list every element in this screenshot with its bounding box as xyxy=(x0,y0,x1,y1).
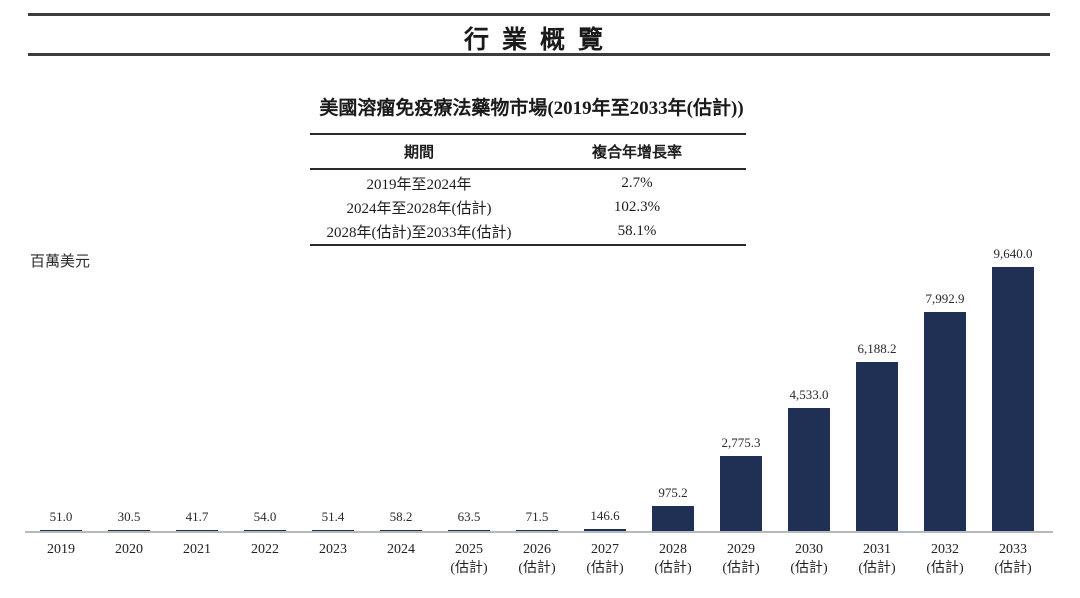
bar-2031 xyxy=(856,362,898,533)
table-row: 2028年(估計)至2033年(估計) 58.1% xyxy=(310,219,746,243)
cagr-table-header-cagr: 複合年增長率 xyxy=(591,145,682,161)
x-axis-label-2030: 2030 (估計) xyxy=(790,542,828,576)
bar-2029 xyxy=(720,456,762,533)
y-axis-unit-label: 百萬美元 xyxy=(30,254,91,270)
bar-2032 xyxy=(924,312,966,533)
x-axis-label-2024: 2024 xyxy=(387,542,415,557)
bar-value-label: 975.2 xyxy=(658,485,688,500)
cagr-table-body: 2019年至2024年 2.7% 2024年至2028年(估計) 102.3% … xyxy=(310,170,746,244)
bar-value-label: 54.0 xyxy=(253,509,277,524)
cagr-table: 期間 複合年增長率 2019年至2024年 2.7% 2024年至2028年(估… xyxy=(310,133,746,246)
bar-value-label: 6,188.2 xyxy=(857,341,897,356)
bar-value-label: 71.5 xyxy=(525,509,549,524)
x-axis-labels: 2019 2020 2021 2022 2023 2024 2025 (估計) 2026 (估計)… xyxy=(27,540,1047,585)
table-row: 2024年至2028年(估計) 102.3% xyxy=(310,195,746,219)
x-axis-label-2028: 2028 (估計) xyxy=(654,542,692,576)
x-axis-label-2019: 2019 xyxy=(47,542,75,557)
bar-value-label: 4,533.0 xyxy=(789,387,829,402)
bar-value-label: 30.5 xyxy=(117,509,141,524)
x-axis-label-2027: 2027 (估計) xyxy=(586,542,624,576)
table-row: 2019年至2024年 2.7% xyxy=(310,171,746,195)
x-axis-label-2020: 2020 xyxy=(115,542,143,557)
chart-title: 美國溶瘤免疫療法藥物市場(2019年至2033年(估計)) xyxy=(319,98,744,119)
cagr-table-header: 期間 複合年增長率 xyxy=(310,135,746,170)
x-axis-line xyxy=(25,531,1053,533)
bar-value-label: 58.2 xyxy=(389,509,413,524)
bar-value-label: 63.5 xyxy=(457,509,481,524)
x-axis-label-2029: 2029 (估計) xyxy=(722,542,760,576)
cagr-table-header-period: 期間 xyxy=(403,145,434,161)
banner-rule-top xyxy=(28,13,1050,16)
bar-value-label: 7,992.9 xyxy=(925,291,965,306)
bar-value-label: 9,640.0 xyxy=(993,246,1033,261)
banner-rule-bottom xyxy=(28,53,1050,56)
bar-2030 xyxy=(788,408,830,533)
x-axis-label-2025: 2025 (估計) xyxy=(450,542,488,576)
x-axis-label-2033: 2033 (估計) xyxy=(994,542,1032,576)
x-axis-label-2031: 2031 (估計) xyxy=(858,542,896,576)
bar-2028 xyxy=(652,506,694,533)
bar-2033 xyxy=(992,267,1034,533)
period-cell: 2028年(估計)至2033年(估計) xyxy=(326,224,512,241)
x-axis-label-2022: 2022 xyxy=(251,542,279,557)
bar-value-label: 51.4 xyxy=(321,509,345,524)
x-axis-label-2021: 2021 xyxy=(183,542,211,557)
cagr-cell: 58.1% xyxy=(617,222,657,239)
plot-area: 51.0 30.5 41.7 54.0 51.4 58.2 63.5 71.5 146.6 975… xyxy=(27,246,1047,533)
x-axis-label-2023: 2023 xyxy=(319,542,347,557)
x-axis-label-2026: 2026 (估計) xyxy=(518,542,556,576)
cagr-cell: 2.7% xyxy=(621,174,653,191)
period-cell: 2019年至2024年 xyxy=(366,176,472,193)
bar-value-label: 51.0 xyxy=(49,509,73,524)
bar-value-label: 41.7 xyxy=(185,509,209,524)
bar-value-label: 146.6 xyxy=(590,508,620,523)
bar-value-label: 2,775.3 xyxy=(721,435,761,450)
period-cell: 2024年至2028年(估計) xyxy=(346,200,492,217)
section-title: 行業概覽 xyxy=(463,27,616,54)
cagr-cell: 102.3% xyxy=(613,198,661,215)
x-axis-label-2032: 2032 (估計) xyxy=(926,542,964,576)
